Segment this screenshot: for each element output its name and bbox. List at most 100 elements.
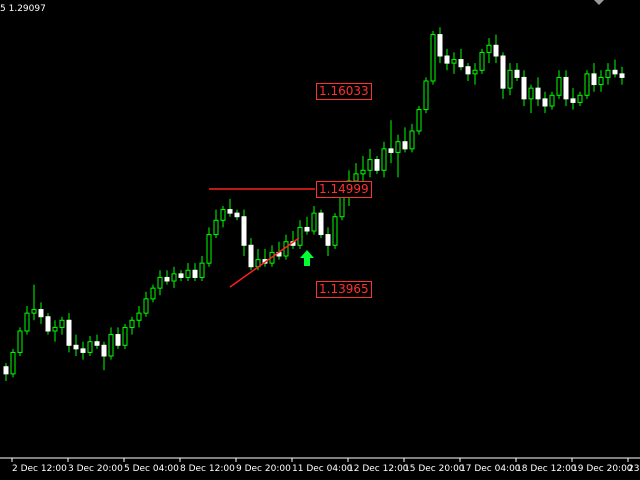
candle-body bbox=[318, 212, 324, 236]
candle-body bbox=[423, 80, 429, 111]
candle-body bbox=[38, 309, 44, 318]
candle-body bbox=[444, 55, 450, 64]
candle-body bbox=[577, 94, 583, 103]
candle-body bbox=[227, 209, 233, 214]
candle-body bbox=[24, 312, 30, 332]
candle-body bbox=[549, 94, 555, 107]
candle-body bbox=[402, 141, 408, 150]
candle-body bbox=[115, 334, 121, 346]
time-tick-label: 17 Dec 04:00 bbox=[460, 464, 521, 474]
candle-body bbox=[10, 351, 16, 375]
candle-body bbox=[458, 59, 464, 68]
candle-body bbox=[248, 244, 254, 268]
candle-body bbox=[570, 98, 576, 103]
level-label-1[interactable]: 1.16033 bbox=[316, 83, 372, 100]
candle-body bbox=[584, 73, 590, 96]
candle-body bbox=[598, 76, 604, 86]
candle-body bbox=[94, 341, 100, 346]
candle-body bbox=[493, 44, 499, 57]
candle-body bbox=[528, 87, 534, 100]
candle-body bbox=[388, 148, 394, 153]
time-tick-label: 8 Dec 12:00 bbox=[180, 464, 235, 474]
candle-body bbox=[360, 169, 366, 175]
candle-body bbox=[108, 334, 114, 357]
candle-body bbox=[213, 219, 219, 236]
time-tick-label: 2 Dec 12:00 bbox=[12, 464, 67, 474]
candle-body bbox=[619, 73, 625, 78]
candle-body bbox=[45, 316, 51, 332]
candle-body bbox=[206, 234, 212, 264]
candle-body bbox=[52, 326, 58, 332]
candle-body bbox=[332, 216, 338, 246]
candle-body bbox=[381, 148, 387, 171]
candle-body bbox=[66, 319, 72, 346]
time-tick-label: 23 bbox=[628, 464, 639, 474]
time-tick-label: 9 Dec 20:00 bbox=[236, 464, 291, 474]
time-tick-label: 11 Dec 04:00 bbox=[292, 464, 353, 474]
level-label-3[interactable]: 1.13965 bbox=[316, 281, 372, 298]
price-readout: 1.29097 bbox=[8, 4, 46, 14]
candle-body bbox=[304, 226, 310, 232]
candle-body bbox=[374, 159, 380, 171]
candle-body bbox=[521, 76, 527, 100]
time-tick-label: 19 Dec 20:00 bbox=[572, 464, 633, 474]
time-tick-label: 5 Dec 04:00 bbox=[124, 464, 179, 474]
symbol-fragment: 5 bbox=[0, 4, 6, 14]
candle-body bbox=[101, 344, 107, 357]
up-arrow-icon bbox=[300, 250, 314, 266]
support-line bbox=[229, 237, 300, 288]
candle-body bbox=[472, 69, 478, 75]
candle-body bbox=[563, 76, 569, 100]
time-tick-label: 15 Dec 20:00 bbox=[404, 464, 465, 474]
candle-body bbox=[507, 69, 513, 89]
candle-body bbox=[150, 287, 156, 300]
candle-body bbox=[241, 216, 247, 246]
candle-body bbox=[199, 262, 205, 278]
candle-body bbox=[591, 73, 597, 86]
candle-body bbox=[409, 130, 415, 150]
candle-body bbox=[535, 87, 541, 100]
candle-body bbox=[542, 98, 548, 107]
candle-body bbox=[17, 330, 23, 353]
symbol-info: 5 1.29097 bbox=[0, 4, 46, 14]
candle-body bbox=[192, 269, 198, 278]
candle-body bbox=[80, 348, 86, 353]
candle-body bbox=[31, 309, 37, 314]
candle-body bbox=[416, 109, 422, 132]
candle-body bbox=[297, 226, 303, 246]
candle-body bbox=[157, 276, 163, 289]
time-tick-label: 12 Dec 12:00 bbox=[348, 464, 409, 474]
candle-body bbox=[136, 312, 142, 321]
chart-scroll-marker-icon[interactable] bbox=[594, 0, 604, 5]
time-tick-label: 3 Dec 20:00 bbox=[68, 464, 123, 474]
candle-body bbox=[479, 51, 485, 71]
candle-body bbox=[122, 326, 128, 346]
candles-layer bbox=[3, 27, 625, 381]
candle-body bbox=[430, 34, 436, 82]
candle-body bbox=[451, 59, 457, 64]
candle-body bbox=[353, 173, 359, 182]
candle-body bbox=[500, 55, 506, 89]
time-axis: 2 Dec 12:00 3 Dec 20:00 5 Dec 04:00 8 Dec 1… bbox=[11, 458, 639, 474]
level-label-2[interactable]: 1.14999 bbox=[316, 181, 372, 198]
candle-body bbox=[486, 44, 492, 53]
candle-body bbox=[605, 69, 611, 78]
candle-body bbox=[514, 69, 520, 78]
candle-body bbox=[437, 34, 443, 57]
candle-body bbox=[3, 366, 9, 375]
candle-body bbox=[185, 269, 191, 278]
candle-body bbox=[395, 141, 401, 153]
candle-body bbox=[220, 209, 226, 221]
candle-body bbox=[178, 273, 184, 278]
candle-body bbox=[164, 276, 170, 282]
time-tick-label: 18 Dec 12:00 bbox=[516, 464, 577, 474]
candle-body bbox=[325, 234, 331, 246]
candle-body bbox=[87, 341, 93, 353]
candle-body bbox=[556, 76, 562, 96]
candle-body bbox=[234, 212, 240, 218]
candle-body bbox=[171, 273, 177, 282]
candle-body bbox=[612, 69, 618, 75]
candle-body bbox=[311, 212, 317, 232]
